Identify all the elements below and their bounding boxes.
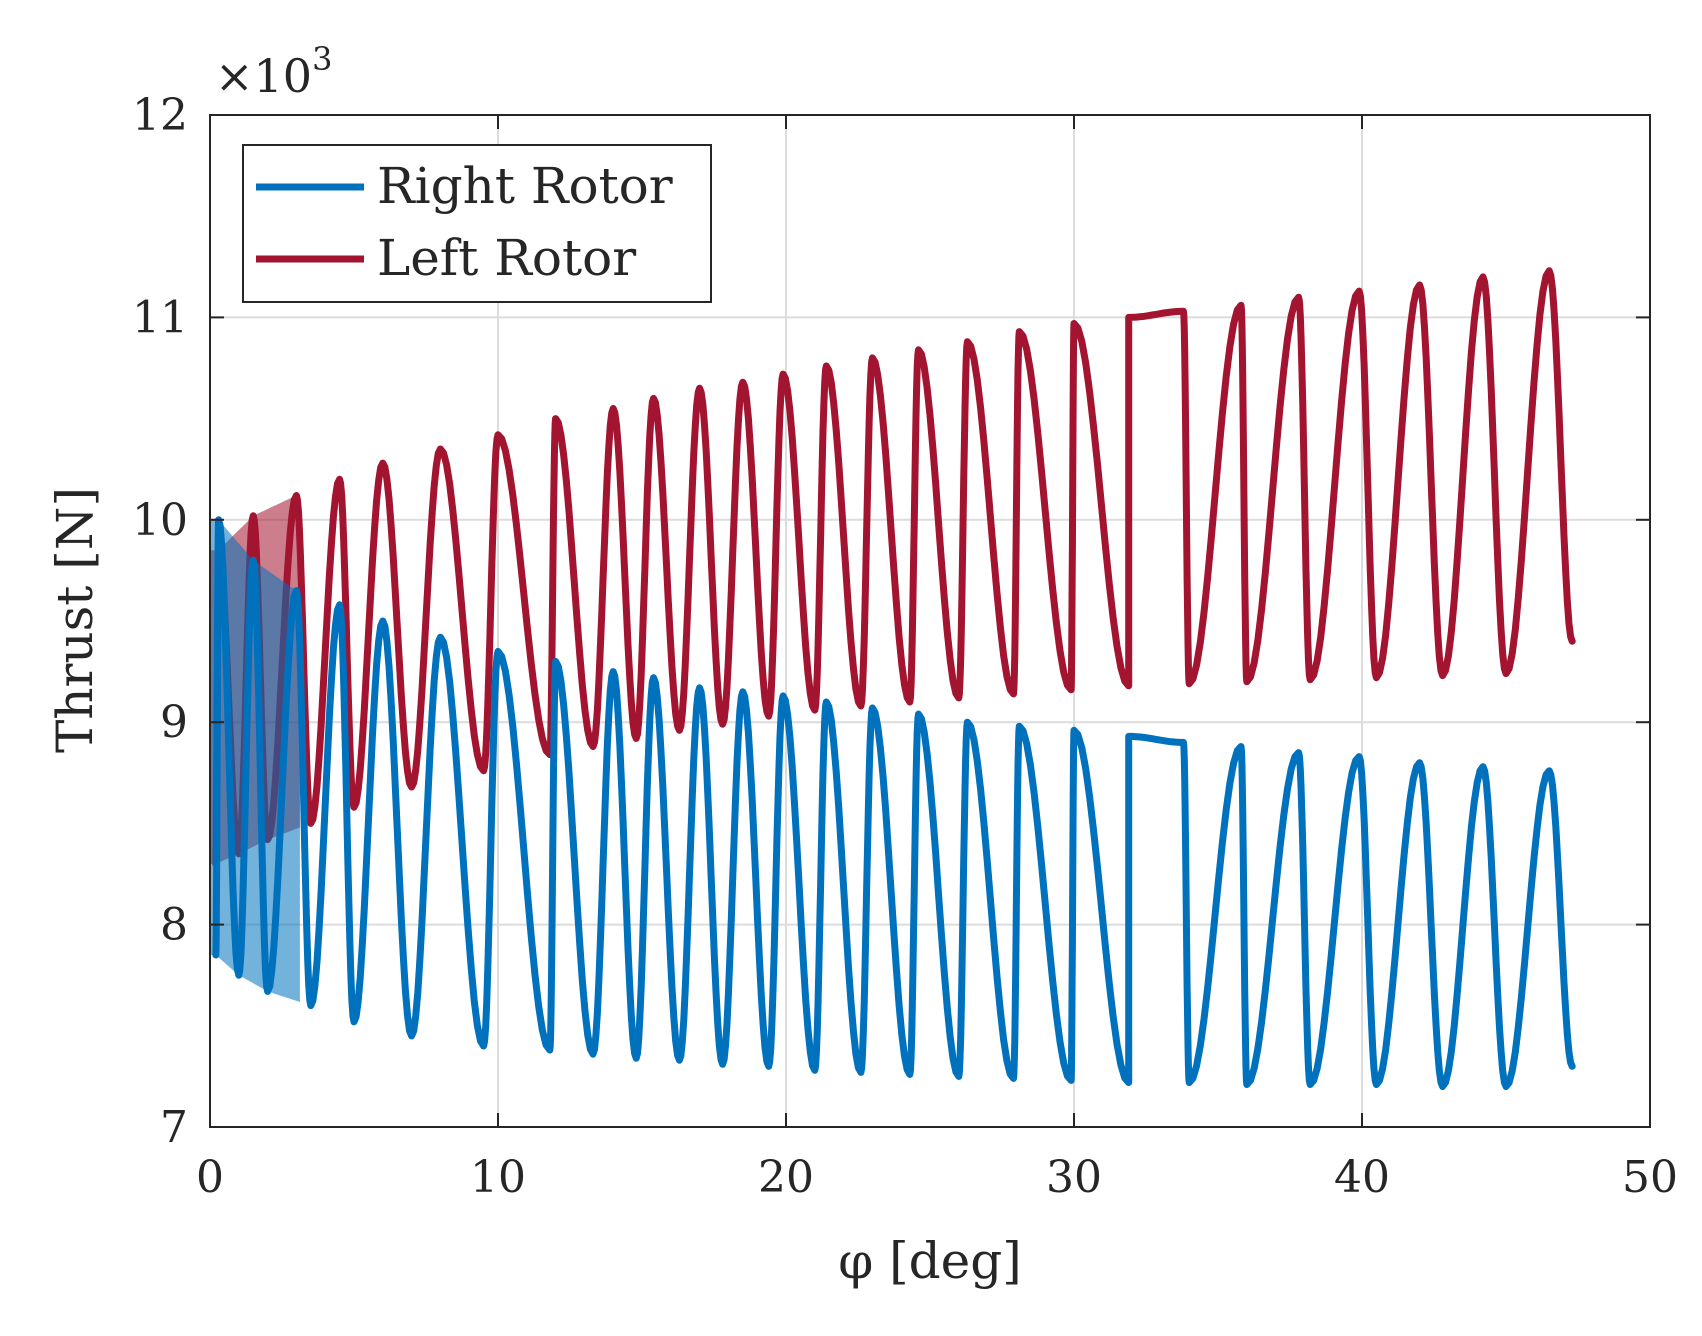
y-tick-label: 12	[132, 90, 188, 141]
x-tick-label: 40	[1334, 1152, 1390, 1203]
y-tick-label: 10	[132, 495, 188, 546]
x-tick-label: 20	[758, 1152, 814, 1203]
legend: Right Rotor Left Rotor	[242, 144, 712, 303]
x-tick-label: 50	[1622, 1152, 1678, 1203]
series-layer	[210, 267, 1576, 1090]
legend-box	[242, 144, 712, 303]
series-line-right-rotor	[212, 516, 1576, 1090]
y-tick-label: 9	[160, 697, 188, 748]
legend-label-left-rotor: Left Rotor	[377, 229, 636, 287]
x-tick-label: 30	[1046, 1152, 1102, 1203]
series-line-left-rotor	[212, 267, 1576, 868]
y-multiplier-label: ×103	[215, 40, 332, 103]
x-axis-label: φ [deg]	[838, 1232, 1022, 1290]
x-tick-label: 0	[196, 1152, 224, 1203]
ticks: 0 10 20 30 40 50 7 8 9 10 11 12	[132, 90, 1678, 1203]
y-tick-label: 8	[160, 900, 188, 951]
y-tick-label: 7	[160, 1102, 188, 1153]
y-tick-label: 11	[132, 292, 188, 343]
plot-frame	[209, 114, 1651, 1128]
x-tick-label: 10	[470, 1152, 526, 1203]
series-band-right-rotor	[210, 519, 300, 1002]
y-axis-label: Thrust [N]	[46, 487, 104, 753]
legend-label-right-rotor: Right Rotor	[377, 157, 673, 215]
